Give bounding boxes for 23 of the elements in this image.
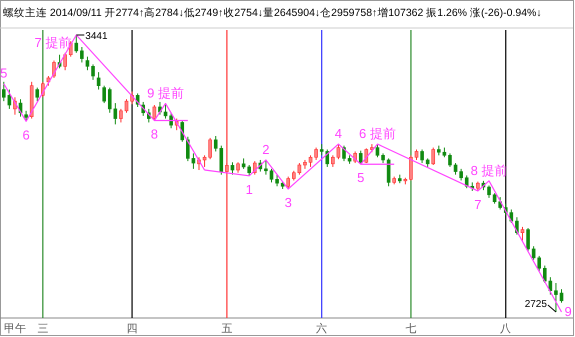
- annotation: 3441: [85, 31, 108, 42]
- annotation: 1: [246, 182, 253, 197]
- x-tick-label: 六: [316, 322, 328, 335]
- annotation: 2725: [524, 299, 548, 310]
- annotation: 8: [150, 126, 158, 142]
- x-tick-label: 七: [405, 322, 416, 335]
- annotation: 6 提前: [359, 126, 396, 142]
- annotation: 5: [357, 170, 364, 186]
- annotation: 7 提前: [34, 35, 72, 50]
- x-tick-label: 五: [221, 323, 232, 335]
- annotation: 2: [262, 142, 270, 157]
- annotation: 7: [474, 196, 482, 212]
- annotation: 3: [284, 194, 292, 210]
- x-tick-label: 四: [126, 323, 138, 335]
- chart-title: 螺纹主连 2014/09/11 开2774↑高2784↓低2749↑收2754↓量2645904↓仓2959758↑增107362 振1.26% 涨(-26)-0.94%↓: [3, 6, 542, 19]
- text: 9: [564, 304, 572, 319]
- annotation: 6: [22, 127, 30, 142]
- x-tick-label: 三: [37, 323, 48, 335]
- x-tick-label: 八: [500, 323, 512, 335]
- x-tick-label: 甲午: [4, 323, 26, 335]
- annotation: 4: [334, 126, 342, 142]
- annotation: 9 提前: [147, 85, 184, 100]
- annotation: 5: [0, 66, 8, 81]
